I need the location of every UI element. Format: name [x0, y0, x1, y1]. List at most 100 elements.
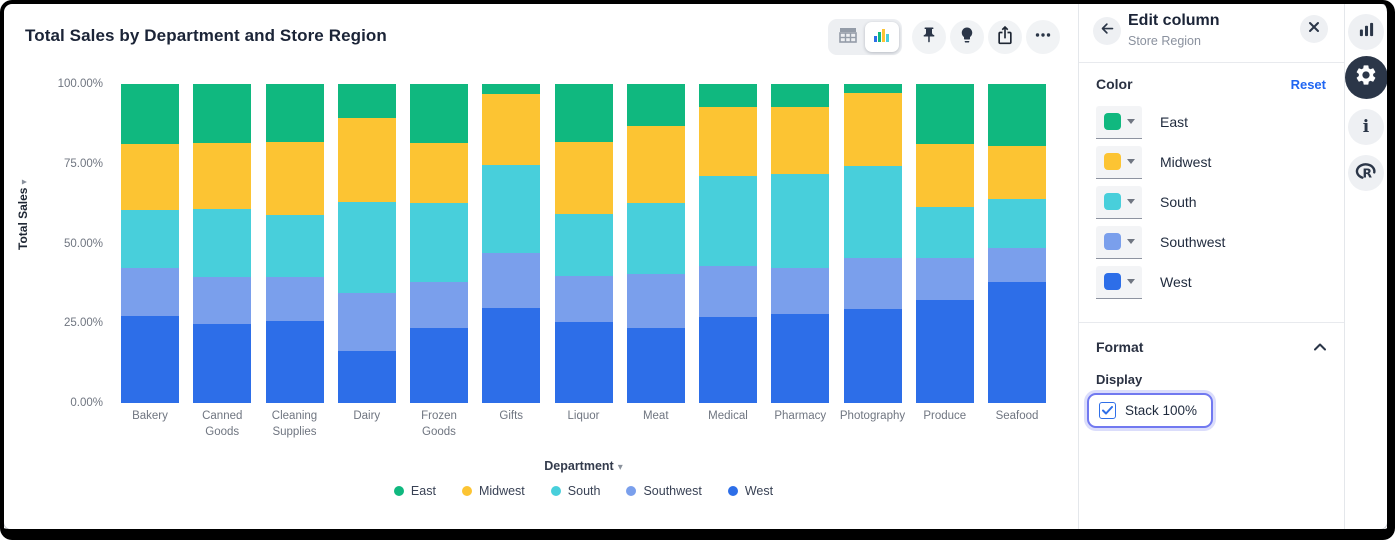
bar-segment-east[interactable]	[337, 84, 396, 119]
bar-segment-east[interactable]	[843, 84, 902, 94]
bar-segment-midwest[interactable]	[482, 93, 541, 165]
bar-segment-south[interactable]	[771, 174, 830, 269]
bar-segment-east[interactable]	[626, 84, 685, 126]
bar-segment-southwest[interactable]	[626, 274, 685, 329]
bar-segment-southwest[interactable]	[410, 282, 468, 328]
rail-info-button[interactable]: i	[1348, 109, 1384, 145]
bar-segment-west[interactable]	[265, 320, 324, 403]
x-axis-label[interactable]: Department ▾	[544, 459, 623, 473]
bar-segment-south[interactable]	[193, 209, 252, 278]
bar-segment-west[interactable]	[843, 309, 902, 403]
bar-dairy[interactable]	[337, 84, 396, 403]
color-swatch-dropdown-west[interactable]	[1096, 265, 1142, 299]
legend-item-south[interactable]: South	[550, 484, 600, 498]
bar-segment-south[interactable]	[915, 207, 974, 258]
bar-segment-midwest[interactable]	[265, 141, 324, 216]
bar-segment-west[interactable]	[771, 314, 830, 403]
bar-segment-south[interactable]	[337, 202, 396, 294]
color-swatch-dropdown-east[interactable]	[1096, 105, 1142, 139]
bar-segment-midwest[interactable]	[337, 118, 396, 203]
bar-photography[interactable]	[843, 84, 902, 403]
format-section-header[interactable]: Format	[1096, 338, 1326, 356]
bar-segment-midwest[interactable]	[843, 93, 902, 166]
table-view-button[interactable]	[831, 22, 865, 52]
bar-segment-east[interactable]	[193, 84, 252, 143]
color-swatch-dropdown-southwest[interactable]	[1096, 225, 1142, 259]
color-swatch-dropdown-south[interactable]	[1096, 185, 1142, 219]
bar-segment-west[interactable]	[554, 321, 613, 403]
bar-segment-east[interactable]	[771, 84, 830, 107]
bar-segment-south[interactable]	[626, 202, 685, 275]
bar-pharmacy[interactable]	[771, 84, 830, 403]
bar-segment-east[interactable]	[699, 84, 757, 108]
bar-liquor[interactable]	[554, 84, 613, 403]
bar-segment-south[interactable]	[121, 210, 179, 268]
bar-cleaning-supplies[interactable]	[265, 84, 324, 403]
stack-100-checkbox[interactable]	[1099, 402, 1116, 419]
bar-segment-east[interactable]	[482, 84, 541, 94]
bar-segment-midwest[interactable]	[988, 145, 1046, 200]
color-swatch-dropdown-midwest[interactable]	[1096, 145, 1142, 179]
rail-chart-button[interactable]	[1348, 14, 1384, 50]
bar-segment-west[interactable]	[699, 317, 757, 403]
bar-segment-south[interactable]	[988, 199, 1046, 248]
insights-button[interactable]	[950, 20, 984, 54]
bar-segment-southwest[interactable]	[121, 267, 179, 316]
pin-button[interactable]	[912, 20, 946, 54]
bar-medical[interactable]	[699, 84, 757, 403]
bar-segment-east[interactable]	[988, 84, 1046, 146]
bar-segment-west[interactable]	[193, 324, 252, 403]
bar-bakery[interactable]	[121, 84, 179, 403]
bar-segment-west[interactable]	[626, 328, 685, 403]
bar-segment-south[interactable]	[410, 203, 468, 283]
bar-segment-south[interactable]	[482, 165, 541, 254]
more-options-button[interactable]	[1026, 20, 1060, 54]
rail-settings-button[interactable]	[1344, 56, 1388, 99]
bar-segment-midwest[interactable]	[410, 143, 468, 204]
bar-segment-southwest[interactable]	[193, 277, 252, 325]
bar-segment-south[interactable]	[699, 175, 757, 267]
bar-produce[interactable]	[915, 84, 974, 403]
bar-segment-southwest[interactable]	[988, 247, 1046, 283]
legend-item-east[interactable]: East	[393, 484, 436, 498]
back-button[interactable]	[1093, 17, 1121, 45]
rail-r-button[interactable]: R	[1348, 155, 1384, 191]
bar-segment-south[interactable]	[843, 165, 902, 258]
stack-100-toggle[interactable]: Stack 100%	[1087, 393, 1214, 428]
bar-segment-midwest[interactable]	[554, 141, 613, 214]
bar-segment-midwest[interactable]	[193, 143, 252, 210]
bar-segment-east[interactable]	[410, 84, 468, 144]
bar-segment-southwest[interactable]	[915, 257, 974, 301]
bar-segment-southwest[interactable]	[699, 266, 757, 318]
bar-segment-midwest[interactable]	[771, 106, 830, 175]
bar-segment-west[interactable]	[988, 282, 1046, 403]
bar-segment-southwest[interactable]	[482, 253, 541, 309]
bar-segment-midwest[interactable]	[626, 125, 685, 203]
reset-colors-link[interactable]: Reset	[1290, 76, 1326, 92]
legend-item-midwest[interactable]: Midwest	[461, 484, 525, 498]
bar-meat[interactable]	[626, 84, 685, 403]
bar-segment-west[interactable]	[482, 308, 541, 403]
bar-segment-west[interactable]	[337, 350, 396, 403]
bar-segment-midwest[interactable]	[915, 144, 974, 208]
chart-view-button[interactable]	[865, 22, 899, 52]
bar-segment-west[interactable]	[915, 300, 974, 403]
bar-segment-southwest[interactable]	[771, 268, 830, 315]
bar-segment-west[interactable]	[410, 327, 468, 403]
bar-canned-goods[interactable]	[193, 84, 252, 403]
bar-gifts[interactable]	[482, 84, 541, 403]
bar-segment-south[interactable]	[265, 215, 324, 277]
bar-segment-east[interactable]	[915, 84, 974, 145]
legend-item-southwest[interactable]: Southwest	[626, 484, 702, 498]
bar-segment-southwest[interactable]	[265, 276, 324, 321]
legend-item-west[interactable]: West	[727, 484, 773, 498]
bar-segment-east[interactable]	[554, 84, 613, 142]
bar-segment-midwest[interactable]	[121, 143, 179, 210]
close-panel-button[interactable]	[1300, 15, 1328, 43]
bar-segment-west[interactable]	[121, 315, 179, 403]
share-button[interactable]	[988, 20, 1022, 54]
bar-segment-southwest[interactable]	[843, 257, 902, 310]
bar-segment-southwest[interactable]	[337, 293, 396, 351]
bar-segment-southwest[interactable]	[554, 275, 613, 322]
bar-frozen-goods[interactable]	[410, 84, 468, 403]
